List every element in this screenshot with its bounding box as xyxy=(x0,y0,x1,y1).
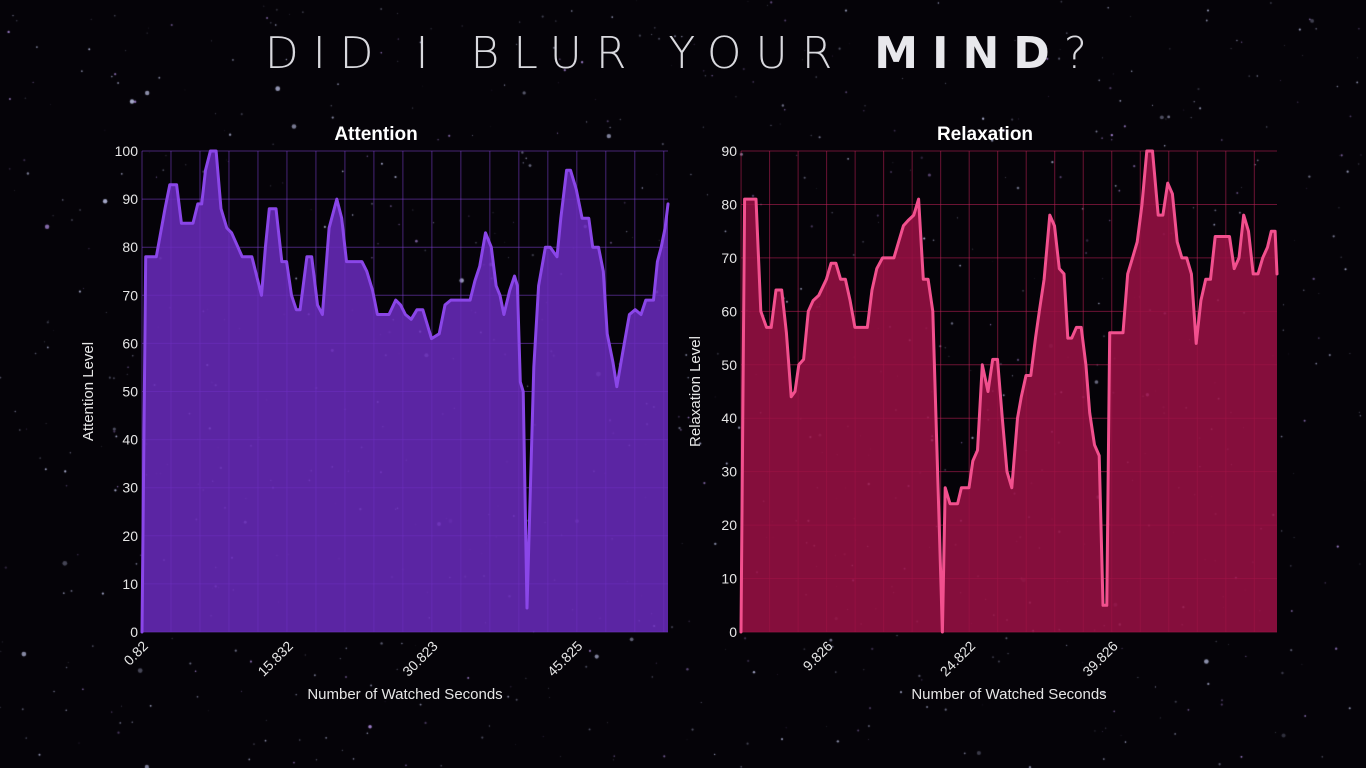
y-tick-label: 0 xyxy=(729,624,737,640)
y-tick-label: 80 xyxy=(122,239,138,255)
series-line xyxy=(739,149,1279,634)
chart-title: Attention xyxy=(334,124,417,145)
y-tick-label: 50 xyxy=(122,384,138,400)
y-tick-label: 20 xyxy=(721,517,737,533)
y-tick-label: 40 xyxy=(721,410,737,426)
y-tick-label: 90 xyxy=(122,191,138,207)
x-axis-label: Number of Watched Seconds xyxy=(307,686,502,703)
y-axis-label: Attention Level xyxy=(80,342,97,441)
x-tick-label: 24.822 xyxy=(937,638,979,680)
y-tick-label: 20 xyxy=(122,528,138,544)
y-tick-label: 60 xyxy=(721,303,737,319)
x-axis-label: Number of Watched Seconds xyxy=(911,686,1106,703)
y-tick-label: 30 xyxy=(122,480,138,496)
page-title: DID I BLUR YOUR MIND? xyxy=(0,28,1366,79)
series-line xyxy=(140,149,670,634)
series-area xyxy=(142,151,668,632)
y-axis-label: Relaxation Level xyxy=(687,336,704,447)
title-part-bold: MIND xyxy=(874,28,1064,79)
chart-title: Relaxation xyxy=(937,124,1033,145)
y-tick-label: 0 xyxy=(130,624,138,640)
series-area xyxy=(741,151,1277,632)
x-tick-label: 39.826 xyxy=(1079,638,1121,680)
y-tick-label: 30 xyxy=(721,464,737,480)
y-tick-label: 70 xyxy=(122,287,138,303)
y-tick-label: 70 xyxy=(721,250,737,266)
y-tick-label: 60 xyxy=(122,335,138,351)
title-part-1: DID I BLUR YOUR xyxy=(264,28,875,79)
y-tick-label: 100 xyxy=(115,143,139,159)
y-tick-label: 50 xyxy=(721,357,737,373)
y-tick-label: 90 xyxy=(721,143,737,159)
y-tick-label: 80 xyxy=(721,196,737,212)
y-tick-label: 40 xyxy=(122,432,138,448)
y-tick-label: 10 xyxy=(721,571,737,587)
x-tick-label: 9.826 xyxy=(800,638,836,674)
title-part-end: ? xyxy=(1063,28,1102,79)
y-tick-label: 10 xyxy=(122,576,138,592)
